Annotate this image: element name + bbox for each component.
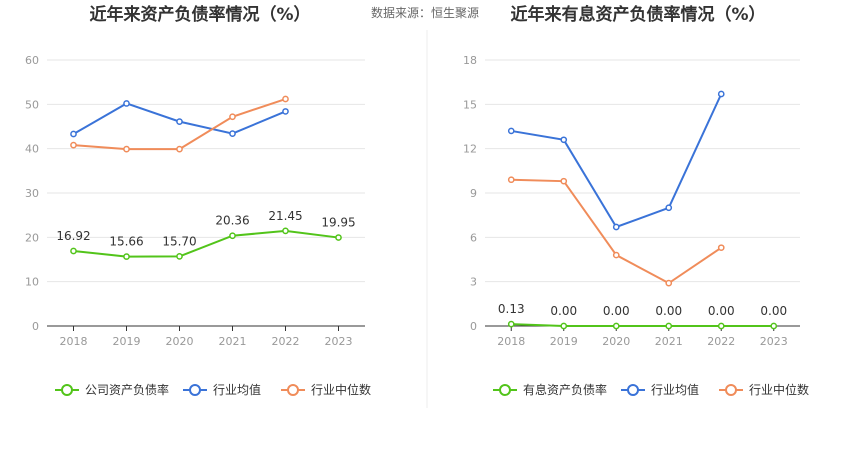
y-tick-label: 60: [25, 54, 39, 67]
data-point: [70, 141, 77, 149]
data-label: 0.00: [603, 304, 630, 318]
legend-label: 有息资产负债率: [523, 382, 607, 397]
data-point: [229, 130, 236, 137]
series-line-0: [511, 323, 774, 327]
y-tick-label: 12: [463, 143, 477, 156]
data-label: 19.95: [321, 216, 355, 230]
legend-item: 行业中位数: [281, 382, 371, 397]
data-point: [665, 322, 673, 330]
data-point: [176, 253, 183, 260]
data-point: [123, 253, 130, 260]
y-tick-label: 6: [470, 231, 477, 244]
legend-swatch-marker: [499, 384, 511, 396]
data-point: [507, 127, 515, 135]
legend-label: 行业中位数: [749, 382, 809, 397]
data-point: [560, 322, 568, 330]
data-label: 20.36: [215, 214, 249, 228]
y-tick-label: 18: [463, 54, 477, 67]
x-tick-label: 2022: [707, 335, 735, 348]
data-source-note: 数据来源：恒生聚源: [371, 5, 479, 20]
x-tick-label: 2019: [113, 335, 141, 348]
data-point: [282, 227, 289, 235]
legend-swatch-marker: [189, 384, 201, 396]
data-point: [665, 204, 673, 212]
data-point: [335, 234, 342, 241]
legend-label: 行业均值: [213, 382, 261, 397]
x-tick-label: 2023: [325, 335, 353, 348]
data-label: 0.00: [655, 304, 682, 318]
data-point: [70, 130, 77, 138]
data-label: 0.13: [498, 302, 525, 316]
legend-item: 行业中位数: [719, 382, 809, 397]
series-line-2: [511, 178, 722, 285]
x-tick-label: 2019: [550, 335, 578, 348]
x-tick-label: 2018: [60, 335, 88, 348]
data-point: [282, 108, 289, 115]
data-point: [770, 322, 778, 330]
data-point: [229, 232, 236, 240]
legend-swatch-marker: [61, 384, 73, 396]
data-point: [229, 113, 236, 121]
x-tick-label: 2023: [760, 335, 788, 348]
legend-item: 行业均值: [183, 382, 261, 397]
legend-item: 公司资产负债率: [55, 382, 169, 397]
data-point: [176, 118, 183, 125]
x-tick-label: 2022: [272, 335, 300, 348]
data-label: 15.70: [162, 234, 196, 248]
y-tick-label: 3: [470, 276, 477, 289]
data-label: 21.45: [268, 209, 302, 223]
left-chart: 0 10 20 30 40 50 60 2018 2019 2020 2021 2022 2023 16.…: [25, 54, 371, 397]
data-point: [560, 136, 568, 144]
right-chart: 0 3 6 9 12 15 18 2018 2019 2020 2021 2022 2023 0.13 0.…: [463, 54, 809, 397]
data-point: [612, 251, 620, 259]
data-point: [176, 145, 183, 153]
legend-item: 行业均值: [621, 382, 699, 397]
data-point: [612, 322, 620, 330]
y-tick-label: 0: [470, 320, 477, 333]
data-label: 0.00: [550, 304, 577, 318]
y-tick-label: 50: [25, 98, 39, 111]
data-point: [507, 320, 515, 328]
data-point: [560, 177, 568, 185]
right-chart-title: 近年来有息资产负债率情况（%）: [510, 4, 765, 25]
data-point: [70, 247, 77, 255]
data-point: [282, 95, 289, 103]
y-tick-label: 0: [32, 320, 39, 333]
data-point: [717, 244, 725, 252]
data-label: 15.66: [109, 235, 143, 249]
x-tick-label: 2018: [497, 335, 525, 348]
data-point: [717, 322, 725, 330]
series-line-0: [73, 229, 339, 258]
legend-label: 行业中位数: [311, 382, 371, 397]
data-point: [665, 279, 673, 287]
legend-item: 有息资产负债率: [493, 382, 607, 397]
y-tick-label: 20: [25, 231, 39, 244]
legend-swatch-marker: [287, 384, 299, 396]
legend-swatch-marker: [725, 384, 737, 396]
data-point: [717, 90, 725, 98]
data-point: [123, 145, 130, 153]
data-point: [612, 223, 620, 231]
x-tick-label: 2021: [219, 335, 247, 348]
legend-label: 公司资产负债率: [85, 382, 169, 397]
legend-swatch-marker: [627, 384, 639, 396]
data-label: 0.00: [708, 304, 735, 318]
x-tick-label: 2020: [166, 335, 194, 348]
x-tick-label: 2021: [655, 335, 683, 348]
y-tick-label: 10: [25, 276, 39, 289]
data-label: 0.00: [760, 304, 787, 318]
y-tick-label: 30: [25, 187, 39, 200]
y-tick-label: 40: [25, 143, 39, 156]
y-tick-label: 15: [463, 98, 477, 111]
data-point: [123, 100, 130, 107]
data-point: [507, 176, 515, 184]
left-chart-title: 近年来资产负债率情况（%）: [89, 4, 310, 25]
y-tick-label: 9: [470, 187, 477, 200]
data-label: 16.92: [56, 229, 90, 243]
series-line-1: [511, 93, 723, 229]
x-tick-label: 2020: [602, 335, 630, 348]
legend-label: 行业均值: [651, 382, 699, 397]
